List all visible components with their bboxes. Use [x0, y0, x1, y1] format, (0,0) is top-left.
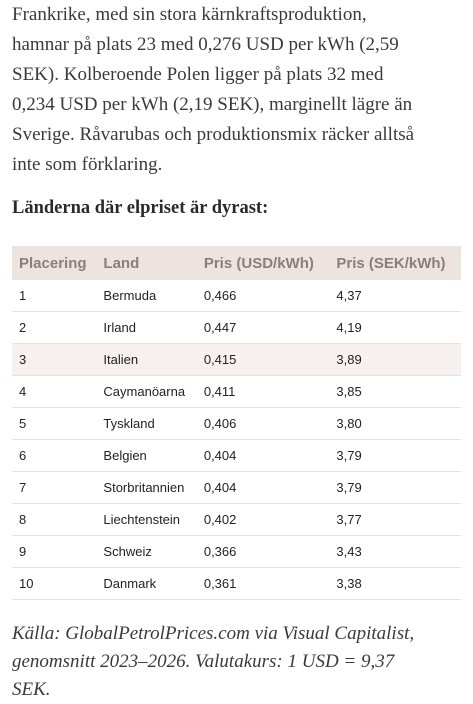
table-row: 6 Belgien 0,404 3,79: [12, 439, 461, 472]
table-cell: 3,79: [329, 439, 461, 472]
paragraph-line: inte som förklaring.: [12, 154, 163, 175]
table-row: 9 Schweiz 0,366 3,43: [12, 535, 461, 568]
table-cell: 0,404: [196, 471, 330, 504]
table-cell: 3: [12, 343, 97, 376]
paragraph-line: Sverige. Råvarubas och produktionsmix rä…: [12, 124, 415, 145]
column-header: Placering: [12, 246, 97, 280]
table-cell: 3,85: [329, 375, 461, 408]
table-row: 8 Liechtenstein 0,402 3,77: [12, 503, 461, 536]
header-row: Placering Land Pris (USD/kWh) Pris (SEK/kWh…: [12, 246, 461, 280]
table-row: 1 Bermuda 0,466 4,37: [12, 280, 461, 312]
table-cell: 0,466: [196, 280, 330, 312]
table-row: 5 Tyskland 0,406 3,80: [12, 407, 461, 440]
table-row: 4 Caymanöarna 0,411 3,85: [12, 375, 461, 408]
section-heading: Länderna där elpriset är dyrast:: [12, 198, 269, 218]
source-line: SEK.: [12, 679, 51, 700]
table-cell: 0,402: [196, 503, 330, 536]
column-header: Land: [96, 246, 197, 280]
paragraph: Frankrike, med sin stora kärnkraftsprodu…: [12, 0, 414, 180]
paragraph-line: 0,234 USD per kWh (2,19 SEK), marginellt…: [12, 94, 413, 115]
table-row: 3 Italien 0,415 3,89: [12, 343, 461, 376]
table-cell: 6: [12, 439, 97, 472]
table-cell: 3,89: [329, 343, 461, 376]
table-cell: 2: [12, 311, 97, 344]
table-cell: 3,80: [329, 407, 461, 440]
table-cell: Caymanöarna: [96, 375, 197, 408]
table-cell: 0,361: [196, 567, 330, 600]
table-cell: 0,366: [196, 535, 330, 568]
table-cell: 4,37: [329, 280, 461, 312]
table-cell: 0,404: [196, 439, 330, 472]
table-body: 1 Bermuda 0,466 4,37 2 Irland 0,447 4,19 3 Italie…: [12, 280, 461, 600]
table-cell: 5: [12, 407, 97, 440]
table-cell: Tyskland: [96, 407, 197, 440]
table-cell: 9: [12, 535, 97, 568]
paragraph-line: Frankrike, med sin stora kärnkraftsprodu…: [12, 4, 367, 25]
source-note: Källa: GlobalPetrolPrices.com via Visual…: [12, 620, 414, 704]
table-cell: 3,38: [329, 567, 461, 600]
table-cell: Schweiz: [96, 535, 197, 568]
table-row: 2 Irland 0,447 4,19: [12, 311, 461, 344]
table-cell: 3,77: [329, 503, 461, 536]
table-cell: Italien: [96, 343, 197, 376]
price-table: Placering Land Pris (USD/kWh) Pris (SEK/kWh…: [12, 246, 461, 600]
table-cell: 3,79: [329, 471, 461, 504]
table-cell: Irland: [96, 311, 197, 344]
table-cell: 0,415: [196, 343, 330, 376]
source-line: Källa: GlobalPetrolPrices.com via Visual…: [12, 623, 415, 644]
table-cell: 0,447: [196, 311, 330, 344]
paragraph-line: hamnar på plats 23 med 0,276 USD per kWh…: [12, 34, 399, 55]
table-cell: Storbritannien: [96, 471, 197, 504]
table-cell: 0,411: [196, 375, 330, 408]
table-row: 7 Storbritannien 0,404 3,79: [12, 471, 461, 504]
table-cell: Bermuda: [96, 280, 197, 312]
paragraph-line: SEK). Kolberoende Polen ligger på plats …: [12, 64, 384, 85]
column-header: Pris (SEK/kWh): [329, 246, 461, 280]
table-cell: Liechtenstein: [96, 503, 197, 536]
table-cell: 1: [12, 280, 97, 312]
column-header: Pris (USD/kWh): [196, 246, 330, 280]
table-cell: 8: [12, 503, 97, 536]
table-cell: 3,43: [329, 535, 461, 568]
table-row: 10 Danmark 0,361 3,38: [12, 567, 461, 600]
table-cell: 7: [12, 471, 97, 504]
source-line: genomsnitt 2023–2026. Valutakurs: 1 USD …: [12, 651, 395, 672]
table-cell: Belgien: [96, 439, 197, 472]
table-cell: Danmark: [96, 567, 197, 600]
table-cell: 0,406: [196, 407, 330, 440]
table-cell: 4: [12, 375, 97, 408]
table-cell: 10: [12, 567, 97, 600]
table-cell: 4,19: [329, 311, 461, 344]
